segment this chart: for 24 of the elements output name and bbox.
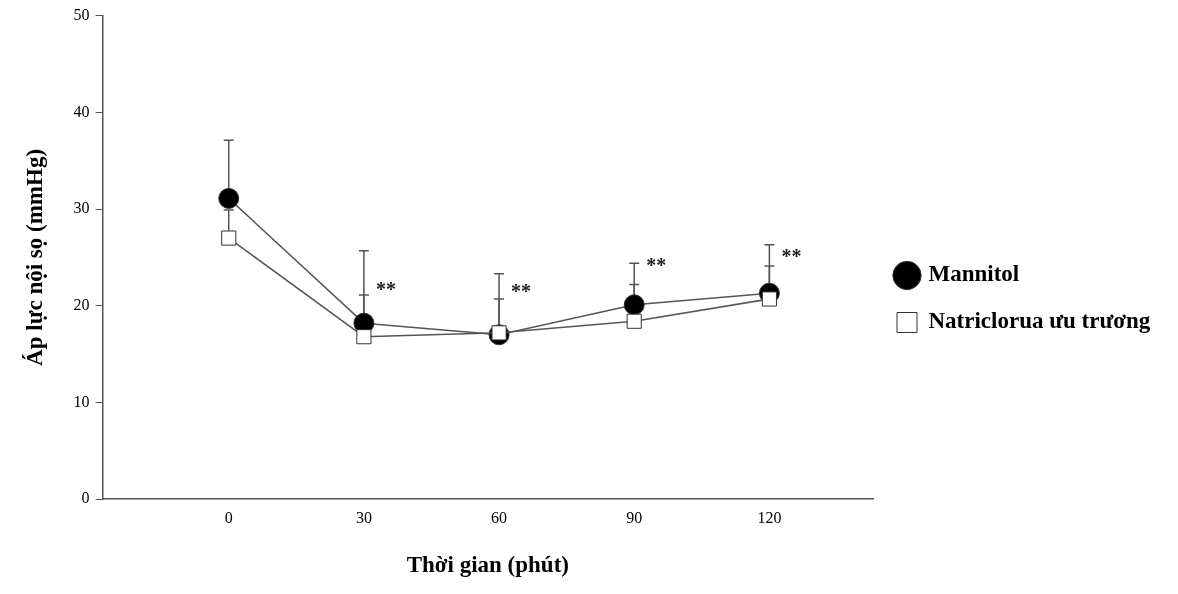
annotation: ** xyxy=(781,244,802,267)
point xyxy=(626,313,642,329)
x-tick-label: 30 xyxy=(355,509,372,526)
point xyxy=(218,187,240,209)
legend-label: Mannitol xyxy=(928,261,1020,287)
annotation: ** xyxy=(375,278,396,301)
legend-label: Natriclorua ưu trương xyxy=(928,308,1151,334)
y-tick-label: 50 xyxy=(73,5,90,23)
annotation: ** xyxy=(646,254,667,277)
y-axis-title: Áp lực nội sọ (mmHg) xyxy=(21,148,47,366)
x-axis-title: Thời gian (phút) xyxy=(406,552,569,578)
y-tick-label: 40 xyxy=(73,102,90,120)
point xyxy=(221,230,237,246)
y-tick-label: 10 xyxy=(73,392,90,410)
y-tick-label: 30 xyxy=(73,199,90,217)
annotation: ** xyxy=(511,280,532,303)
y-tick-label: 20 xyxy=(73,295,90,313)
x-tick-label: 120 xyxy=(757,509,782,526)
point xyxy=(623,294,645,316)
y-tick-label: 0 xyxy=(81,489,90,507)
point xyxy=(356,329,372,345)
x-tick-label: 60 xyxy=(491,509,508,526)
x-tick-label: 90 xyxy=(626,509,643,526)
x-tick-label: 0 xyxy=(224,509,233,526)
